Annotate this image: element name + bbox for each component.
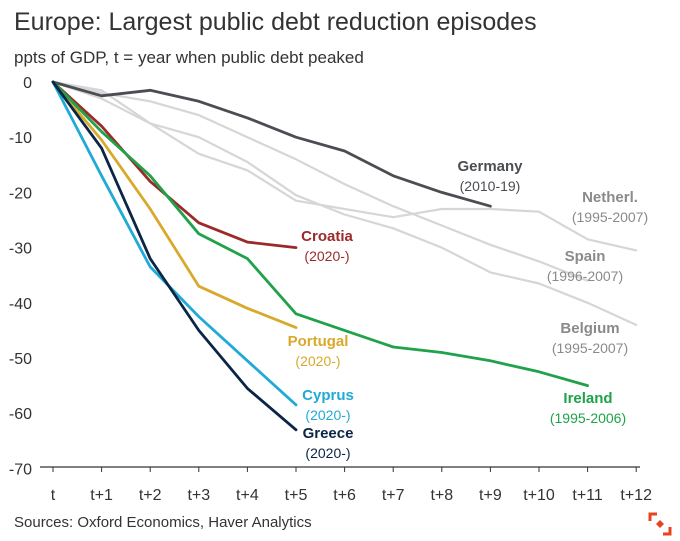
series-label-belgium: Belgium	[560, 320, 619, 337]
chart-subtitle: ppts of GDP, t = year when public debt p…	[14, 48, 364, 67]
series-line-belgium	[51, 80, 638, 326]
x-tick-label-t-7: t+7	[382, 487, 405, 504]
logo-top-left-mark	[648, 512, 657, 521]
x-tick-label-t-10: t+10	[523, 487, 555, 504]
series-line-ireland	[51, 80, 589, 388]
x-tick-label-t-3: t+3	[187, 487, 210, 504]
x-tick-label-t-5: t+5	[285, 487, 308, 504]
y-tick-label-0: 0	[23, 75, 32, 92]
series-period-germany: (2010-19)	[460, 178, 521, 194]
logo-icon	[648, 512, 672, 536]
series-line-germany	[51, 80, 492, 208]
y-tick-label-minus-70: -70	[9, 461, 32, 478]
series-period-greece: (2020-)	[305, 445, 350, 461]
series-labels: Netherl. (1995-2007) Spain (1996-2007) Belgi…	[288, 158, 649, 461]
x-tick-label-t-8: t+8	[430, 487, 453, 504]
x-tick-label-t-1: t+1	[90, 487, 113, 504]
x-tick-label-t-9: t+9	[479, 487, 502, 504]
series-period-spain: (1996-2007)	[547, 268, 623, 284]
chart-title: Europe: Largest public debt reduction ep…	[14, 8, 537, 36]
series-label-cyprus: Cyprus	[302, 387, 354, 404]
y-tick-label-minus-30: -30	[9, 241, 32, 258]
series-period-ireland: (1995-2006)	[550, 410, 626, 426]
x-tick-label-t-2: t+2	[139, 487, 162, 504]
series-label-portugal: Portugal	[288, 333, 349, 350]
y-tick-label-minus-40: -40	[9, 296, 32, 313]
series-line-spain	[51, 80, 589, 282]
series-period-portugal: (2020-)	[295, 353, 340, 369]
series-label-greece: Greece	[303, 425, 354, 442]
series-label-spain: Spain	[565, 248, 606, 265]
source-note: Sources: Oxford Economics, Haver Analyti…	[14, 514, 312, 531]
y-tick-label-minus-10: -10	[9, 130, 32, 147]
y-tick-labels: 0 -10 -20 -30 -40 -50 -60 -70	[9, 75, 32, 478]
x-tick-label-t-12: t+12	[620, 487, 652, 504]
series-label-ireland: Ireland	[563, 390, 612, 407]
series-line-portugal	[51, 80, 298, 330]
series-label-croatia: Croatia	[301, 228, 353, 245]
x-axis: t t+1 t+2 t+3 t+4 t+5 t+6 t+7 t+8 t+9 t+10 t+11 t+12	[40, 466, 652, 504]
x-tick-label-t: t	[51, 487, 56, 504]
series-line-greece	[51, 80, 298, 432]
x-tick-label-t-4: t+4	[236, 487, 259, 504]
logo-center-mark	[656, 520, 664, 528]
series-line-cyprus	[51, 80, 298, 407]
series-lines	[51, 80, 638, 432]
series-period-netherl: (1995-2007)	[572, 209, 648, 225]
x-tick-label-t-11: t+11	[572, 487, 603, 504]
series-period-croatia: (2020-)	[304, 248, 349, 264]
series-label-germany: Germany	[457, 158, 523, 175]
logo-bottom-right-mark	[663, 527, 672, 536]
series-line-croatia	[51, 80, 298, 250]
y-tick-label-minus-60: -60	[9, 406, 32, 423]
series-label-netherl: Netherl.	[582, 189, 638, 206]
series-period-cyprus: (2020-)	[305, 407, 350, 423]
y-tick-label-minus-50: -50	[9, 351, 32, 368]
series-period-belgium: (1995-2007)	[552, 340, 628, 356]
x-tick-label-t-6: t+6	[333, 487, 356, 504]
y-tick-label-minus-20: -20	[9, 185, 32, 202]
